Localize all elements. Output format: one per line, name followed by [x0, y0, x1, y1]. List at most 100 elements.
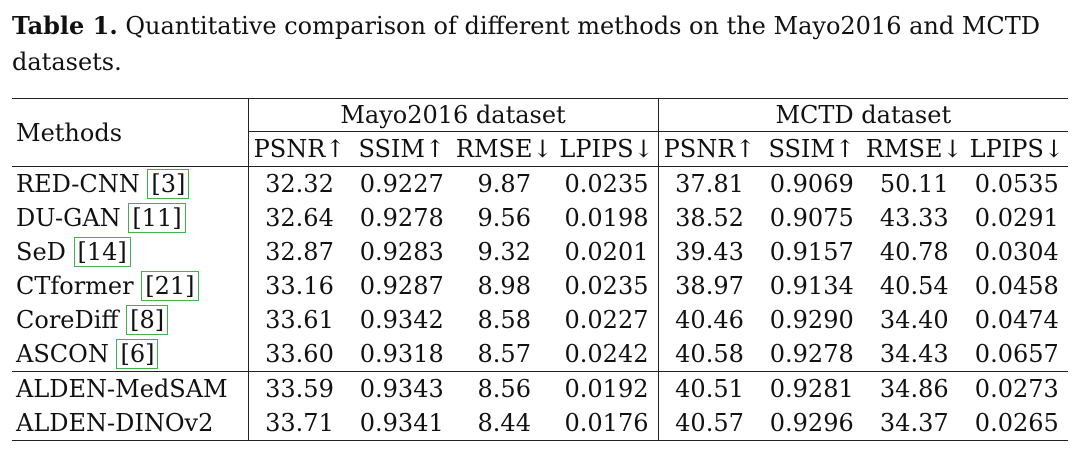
value-cell: 0.0242 — [555, 337, 659, 372]
value-cell: 33.61 — [265, 306, 334, 334]
value-cell: 8.44 — [477, 409, 531, 437]
value-cell: 0.0657 — [974, 340, 1059, 368]
value-cell: 0.9227 — [359, 170, 444, 198]
method-name: DU-GAN — [16, 204, 121, 232]
metric-header: LPIPS↓ — [555, 131, 659, 167]
value-cell: 8.98 — [477, 272, 531, 300]
value-cell: 38.52 — [675, 204, 744, 232]
value-cell: 32.64 — [265, 204, 334, 232]
value-cell: 0.9075 — [769, 204, 854, 232]
value-cell: 0.9157 — [769, 238, 854, 266]
value-cell: 0.9342 — [359, 306, 444, 334]
method-cell: RED-CNN [3] — [12, 166, 249, 201]
value-cell: 0.0458 — [974, 272, 1059, 300]
value-cell: 33.16 — [265, 272, 334, 300]
value-cell: 38.97 — [675, 272, 744, 300]
value-cell: 34.37 — [879, 409, 949, 437]
citation-link[interactable]: [14] — [73, 237, 131, 267]
metric-header: SSIM↑ — [768, 135, 856, 163]
method-cell: CoreDiff [8] — [12, 303, 249, 337]
value-cell: 0.9341 — [359, 409, 444, 437]
value-cell: 50.11 — [879, 170, 949, 198]
caption-label: Table 1. — [12, 11, 118, 40]
method-cell: ALDEN-DINOv2 — [12, 406, 249, 441]
citation-link[interactable]: [6] — [116, 339, 159, 369]
caption-text: Quantitative comparison of different met… — [12, 12, 1041, 76]
table-caption: Table 1. Quantitative comparison of diff… — [12, 8, 1080, 80]
value-cell: 39.43 — [675, 238, 744, 266]
value-cell: 0.0474 — [974, 306, 1059, 334]
value-cell: 0.0192 — [555, 371, 659, 406]
value-cell: 0.9318 — [359, 340, 444, 368]
group-header-mctd: MCTD dataset — [658, 98, 1069, 132]
value-cell: 34.40 — [879, 306, 949, 334]
value-cell: 0.9290 — [769, 306, 854, 334]
value-cell: 0.9134 — [769, 272, 854, 300]
value-cell: 0.0235 — [555, 166, 659, 201]
value-cell: 40.58 — [675, 340, 744, 368]
table-row: ALDEN-MedSAM 33.59 0.9343 8.56 0.0192 40… — [12, 371, 1069, 406]
method-name: ASCON — [16, 340, 109, 368]
value-cell: 0.0273 — [974, 375, 1059, 403]
value-cell: 40.78 — [879, 238, 949, 266]
group-header-mayo: Mayo2016 dataset — [248, 98, 659, 132]
citation-link[interactable]: [11] — [128, 203, 186, 233]
value-cell: 8.57 — [477, 340, 531, 368]
value-cell: 33.59 — [265, 375, 334, 403]
value-cell: 0.0198 — [555, 201, 659, 235]
method-cell: CTformer [21] — [12, 269, 249, 303]
value-cell: 0.9278 — [359, 204, 444, 232]
value-cell: 33.60 — [265, 340, 334, 368]
method-cell: ASCON [6] — [12, 337, 249, 372]
value-cell: 0.9296 — [769, 409, 854, 437]
value-cell: 9.32 — [477, 238, 531, 266]
method-cell: DU-GAN [11] — [12, 201, 249, 235]
value-cell: 0.0176 — [555, 406, 659, 441]
metric-header: PSNR↑ — [253, 135, 346, 163]
results-table: Methods Mayo2016 dataset MCTD dataset PS… — [12, 98, 1069, 441]
method-cell: ALDEN-MedSAM — [12, 371, 249, 406]
value-cell: 8.56 — [477, 375, 531, 403]
value-cell: 34.86 — [879, 375, 949, 403]
metric-header: LPIPS↓ — [969, 135, 1064, 163]
value-cell: 0.0265 — [974, 409, 1059, 437]
value-cell: 0.0535 — [974, 170, 1059, 198]
value-cell: 0.0201 — [555, 235, 659, 269]
value-cell: 0.9069 — [769, 170, 854, 198]
table-row: SeD [14] 32.87 0.9283 9.32 0.0201 39.43 … — [12, 235, 1068, 269]
table-row: ALDEN-DINOv2 33.71 0.9341 8.44 0.0176 40… — [12, 406, 1069, 441]
method-name: CTformer — [16, 272, 134, 300]
citation-link[interactable]: [8] — [126, 305, 169, 335]
citation-link[interactable]: [3] — [147, 169, 190, 199]
methods-header: Methods — [12, 98, 249, 167]
value-cell: 9.87 — [477, 170, 531, 198]
method-name: ALDEN-DINOv2 — [16, 409, 214, 437]
method-name: SeD — [16, 238, 66, 266]
table-row: CTformer [21] 33.16 0.9287 8.98 0.0235 3… — [12, 269, 1068, 303]
value-cell: 34.43 — [879, 340, 949, 368]
method-name: ALDEN-MedSAM — [16, 375, 228, 403]
value-cell: 0.0304 — [974, 238, 1059, 266]
value-cell: 0.9287 — [359, 272, 444, 300]
table-row: ASCON [6] 33.60 0.9318 8.57 0.0242 40.58… — [12, 337, 1068, 372]
citation-link[interactable]: [21] — [141, 271, 199, 301]
value-cell: 0.0227 — [555, 303, 659, 337]
metric-header: PSNR↑ — [663, 135, 756, 163]
method-name: CoreDiff — [16, 306, 119, 334]
metric-header: RMSE↓ — [865, 135, 963, 163]
value-cell: 9.56 — [477, 204, 531, 232]
value-cell: 37.81 — [675, 170, 744, 198]
table-row: CoreDiff [8] 33.61 0.9342 8.58 0.0227 40… — [12, 303, 1068, 337]
value-cell: 0.0235 — [555, 269, 659, 303]
value-cell: 40.54 — [879, 272, 949, 300]
value-cell: 43.33 — [879, 204, 949, 232]
value-cell: 40.46 — [675, 306, 744, 334]
method-name: RED-CNN — [16, 170, 140, 198]
value-cell: 40.57 — [675, 409, 744, 437]
value-cell: 0.9278 — [769, 340, 854, 368]
value-cell: 0.9283 — [359, 238, 444, 266]
value-cell: 8.58 — [477, 306, 531, 334]
table-row: RED-CNN [3] 32.32 0.9227 9.87 0.0235 37.… — [12, 166, 1068, 201]
value-cell: 32.32 — [265, 170, 334, 198]
value-cell: 0.9281 — [769, 375, 854, 403]
